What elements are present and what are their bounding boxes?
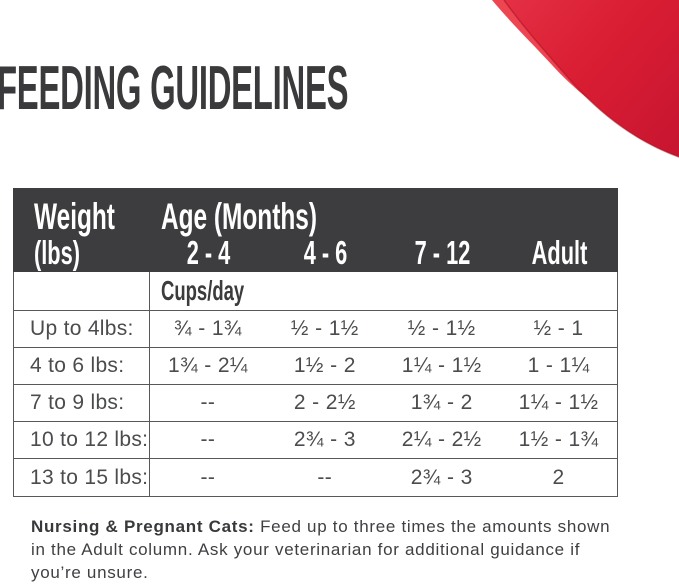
value-cell: 1¾ - 2 — [410, 391, 473, 414]
table-row: 7 to 9 lbs: -- 2 - 2½ 1¾ - 2 1¼ - 1½ — [14, 385, 617, 422]
value-cell: 2¾ - 3 — [410, 465, 473, 489]
weight-cell: 4 to 6 lbs: — [14, 348, 150, 384]
age-column-adult: Adult — [531, 234, 588, 271]
value-cells: -- -- 2¾ - 3 2 — [150, 459, 618, 496]
weight-unit-label: (lbs) — [34, 234, 80, 271]
feeding-table: Weight (lbs) Age (Months) 2 - 4 4 - 6 7 … — [13, 188, 618, 497]
nursing-pregnant-note: Nursing & Pregnant Cats: Feed up to thre… — [31, 515, 623, 584]
weight-header-label: Weight — [34, 196, 115, 237]
value-cell: -- — [200, 465, 216, 489]
value-cells: -- 2 - 2½ 1¾ - 2 1¼ - 1½ — [150, 385, 618, 421]
age-header-label: Age (Months) — [161, 196, 317, 237]
weight-cell: Up to 4lbs: — [14, 311, 150, 347]
value-cell: ½ - 1 — [533, 317, 584, 340]
value-cells: -- 2¾ - 3 2¼ - 2½ 1½ - 1¾ — [150, 422, 618, 458]
value-cell: 1½ - 1¾ — [518, 428, 599, 451]
weight-cell: 7 to 9 lbs: — [14, 385, 150, 421]
note-label: Nursing & Pregnant Cats: — [31, 517, 255, 536]
value-cell: 1½ - 2 — [293, 354, 356, 377]
value-cells: ¾ - 1¾ ½ - 1½ ½ - 1½ ½ - 1 — [150, 311, 618, 347]
value-cell: -- — [200, 391, 216, 414]
value-cell: 2¼ - 2½ — [401, 428, 482, 451]
unit-row: Cups/day — [14, 272, 617, 311]
value-cell: 1¼ - 1½ — [518, 391, 599, 414]
unit-row-empty-cell — [14, 272, 150, 310]
age-column-2-4: 2 - 4 — [186, 234, 231, 271]
value-cell: 1¼ - 1½ — [401, 354, 482, 377]
value-cell: 2 — [552, 465, 565, 489]
age-column-4-6: 4 - 6 — [303, 234, 348, 271]
table-row: 4 to 6 lbs: 1¾ - 2¼ 1½ - 2 1¼ - 1½ 1 - 1… — [14, 348, 617, 385]
table-row: 10 to 12 lbs: -- 2¾ - 3 2¼ - 2½ 1½ - 1¾ — [14, 422, 617, 459]
table-header: Weight (lbs) Age (Months) 2 - 4 4 - 6 7 … — [13, 188, 618, 272]
page-title: FEEDING GUIDELINES — [0, 54, 349, 123]
value-cell: 1 - 1¼ — [527, 354, 590, 377]
table-row: 13 to 15 lbs: -- -- 2¾ - 3 2 — [14, 459, 617, 496]
value-cell: 2¾ - 3 — [293, 428, 356, 451]
value-cells: 1¾ - 2¼ 1½ - 2 1¼ - 1½ 1 - 1¼ — [150, 348, 618, 384]
value-cell: ½ - 1½ — [290, 317, 359, 340]
weight-header-cell: Weight (lbs) — [13, 188, 150, 272]
unit-cell: Cups/day — [150, 272, 618, 310]
table-body: Cups/day Up to 4lbs: ¾ - 1¾ ½ - 1½ ½ - 1… — [13, 272, 618, 497]
table-row: Up to 4lbs: ¾ - 1¾ ½ - 1½ ½ - 1½ ½ - 1 — [14, 311, 617, 348]
value-cell: ½ - 1½ — [407, 317, 476, 340]
age-header-cell: Age (Months) 2 - 4 4 - 6 7 - 12 Adult — [150, 188, 618, 272]
age-column-labels: 2 - 4 4 - 6 7 - 12 Adult — [150, 234, 618, 271]
age-column-7-12: 7 - 12 — [414, 234, 471, 271]
weight-cell: 13 to 15 lbs: — [14, 459, 150, 496]
note-text: Feed up to three times the amounts shown… — [31, 517, 611, 582]
value-cell: -- — [200, 428, 216, 451]
value-cell: 2 - 2½ — [293, 391, 356, 414]
value-cell: 1¾ - 2¼ — [168, 354, 248, 377]
value-cell: ¾ - 1¾ — [174, 317, 242, 340]
unit-label: Cups/day — [160, 275, 244, 306]
value-cell: -- — [317, 465, 333, 489]
weight-cell: 10 to 12 lbs: — [14, 422, 150, 458]
